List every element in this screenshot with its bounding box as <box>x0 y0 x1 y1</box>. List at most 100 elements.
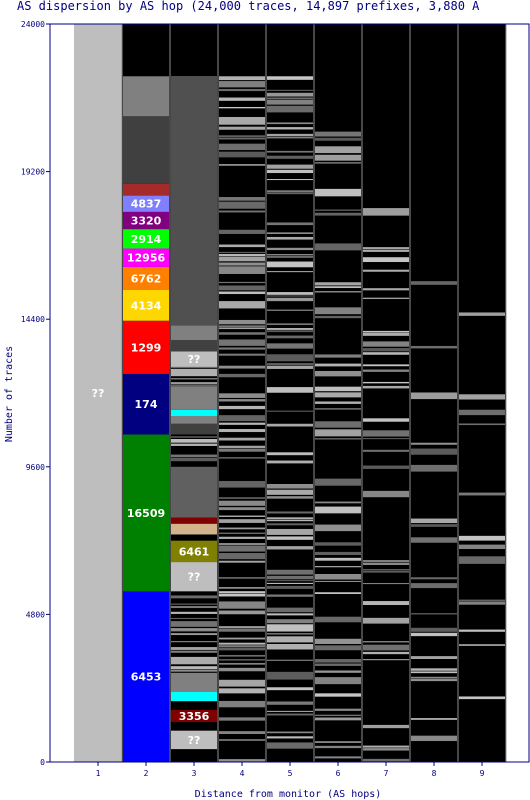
hop-4-trace-stripe <box>219 281 265 284</box>
hop-6-trace-stripe <box>315 386 361 392</box>
hop-6-trace-stripe <box>315 670 361 673</box>
x-tick-label: 3 <box>192 769 197 778</box>
hop-5-trace-stripe <box>267 742 313 749</box>
hop-4-trace-stripe <box>219 143 265 151</box>
hop-3-segment-19 <box>171 325 217 341</box>
hop-3-segment-13 <box>171 423 217 435</box>
hop-3-trace-stripe <box>171 595 217 599</box>
hop-6-trace-stripe <box>315 693 361 697</box>
hop-4-trace-stripe <box>219 285 265 291</box>
hop-3-segment-18 <box>171 340 217 352</box>
hop-8-trace-stripe <box>411 735 457 742</box>
hop-5-trace-stripe <box>267 520 313 522</box>
hop-6-trace-stripe <box>315 542 361 546</box>
hop-3-segment-12 <box>171 466 217 518</box>
hop-4-trace-stripe <box>219 106 265 109</box>
hop-7-trace-stripe <box>363 364 409 367</box>
hop-5-trace-stripe <box>267 261 313 268</box>
hop-4-trace-stripe <box>219 201 265 209</box>
hop-4-trace-stripe <box>219 126 265 130</box>
hop-4-trace-stripe <box>219 739 265 741</box>
hop-6-trace-stripe <box>315 291 361 293</box>
hop-5-trace-stripe <box>267 127 313 130</box>
hop-5-trace-stripe <box>267 607 313 613</box>
hop-3-segment-3 <box>171 709 217 723</box>
hop-5-trace-stripe <box>267 582 313 584</box>
hop-4-trace-stripe <box>219 437 265 441</box>
hop-8-trace-stripe <box>411 718 457 720</box>
hop-4-trace-stripe <box>219 88 265 92</box>
hop-3-trace-stripe <box>171 443 217 446</box>
hop-9-trace-stripe <box>459 423 505 426</box>
hop-4-trace-stripe <box>219 497 265 499</box>
hop-7-trace-stripe <box>363 297 409 300</box>
hop-3-segment-20 <box>171 76 217 326</box>
hop-5-trace-stripe <box>267 100 313 105</box>
hop-7-trace-stripe <box>363 583 409 585</box>
hop-5-trace-stripe <box>267 575 313 580</box>
hop-5-trace-stripe <box>267 624 313 632</box>
hop-5-trace-stripe <box>267 297 313 302</box>
x-tick-label: 4 <box>240 769 245 778</box>
hop-6-trace-stripe <box>315 592 361 594</box>
hop-4-trace-stripe <box>219 587 265 589</box>
hop-4-trace-stripe <box>219 591 265 594</box>
hop-5-trace-stripe <box>267 105 313 113</box>
hop-6-trace-stripe <box>315 741 361 743</box>
hop-9-trace-stripe <box>459 492 505 496</box>
hop-2-segment-10 <box>123 183 169 196</box>
hop-5-trace-stripe <box>267 528 313 535</box>
hop-5-trace-stripe <box>267 292 313 295</box>
hop-5-trace-stripe <box>267 254 313 256</box>
hop-7-trace-stripe <box>363 385 409 389</box>
hop-8-trace-stripe <box>411 613 457 615</box>
hop-4-trace-stripe <box>219 251 265 253</box>
hop-5-trace-stripe <box>267 179 313 181</box>
hop-3-segment-7 <box>171 562 217 592</box>
hop-3-segment-6 <box>171 672 217 692</box>
hop-3-segment-1-label: ?? <box>188 734 201 747</box>
hop-2-segment-1 <box>123 434 169 592</box>
hop-3-trace-stripe <box>171 605 217 609</box>
hop-4-trace-stripe <box>219 76 265 81</box>
hop-7-trace-stripe <box>363 601 409 606</box>
hop-9-trace-stripe <box>459 601 505 605</box>
hop-6-trace-stripe <box>315 188 361 197</box>
hop-4-trace-stripe <box>219 637 265 640</box>
chart-title: AS dispersion by AS hop (24,000 traces, … <box>17 0 480 13</box>
hop-4-trace-stripe <box>219 659 265 661</box>
hop-3-trace-stripe <box>171 641 217 643</box>
hop-4-trace-stripe <box>219 601 265 609</box>
hop-5-trace-stripe <box>267 92 313 97</box>
hop-6-trace-stripe <box>315 392 361 398</box>
hop-7-trace-stripe <box>363 438 409 440</box>
hop-3-trace-stripe <box>171 439 217 443</box>
x-tick-label: 8 <box>432 769 437 778</box>
hop-3-segment-5 <box>171 691 217 702</box>
hop-5-trace-stripe <box>267 423 313 427</box>
hop-6-trace-stripe <box>315 131 361 137</box>
hop-4-trace-stripe <box>219 393 265 398</box>
hop-6-trace-stripe <box>315 438 361 440</box>
hop-3-segment-14 <box>171 416 217 424</box>
hop-3-trace-stripe <box>171 378 217 380</box>
hop-6-trace-stripe <box>315 243 361 251</box>
hop-7-trace-stripe <box>363 644 409 651</box>
hop-4-trace-stripe <box>219 415 265 422</box>
hop-7-trace-stripe <box>363 641 409 643</box>
hop-5-trace-stripe <box>267 643 313 650</box>
hop-8-trace-stripe <box>411 537 457 543</box>
hop-5-trace-stripe <box>267 169 313 174</box>
hop-3-trace-stripe <box>171 650 217 653</box>
hop-4-trace-stripe <box>219 81 265 88</box>
hop-3-segment-3-label: 3356 <box>179 710 210 723</box>
hop-6-trace-stripe <box>315 162 361 164</box>
hop-4-trace-stripe <box>219 500 265 506</box>
hop-6-trace-stripe <box>315 616 361 623</box>
hop-5-trace-stripe <box>267 410 313 412</box>
hop-3-trace-stripe <box>171 368 217 377</box>
hop-6-trace-stripe <box>315 645 361 651</box>
hop-4-trace-stripe <box>219 244 265 248</box>
hop-7-trace-stripe <box>363 341 409 347</box>
hop-2-segment-4 <box>123 289 169 321</box>
